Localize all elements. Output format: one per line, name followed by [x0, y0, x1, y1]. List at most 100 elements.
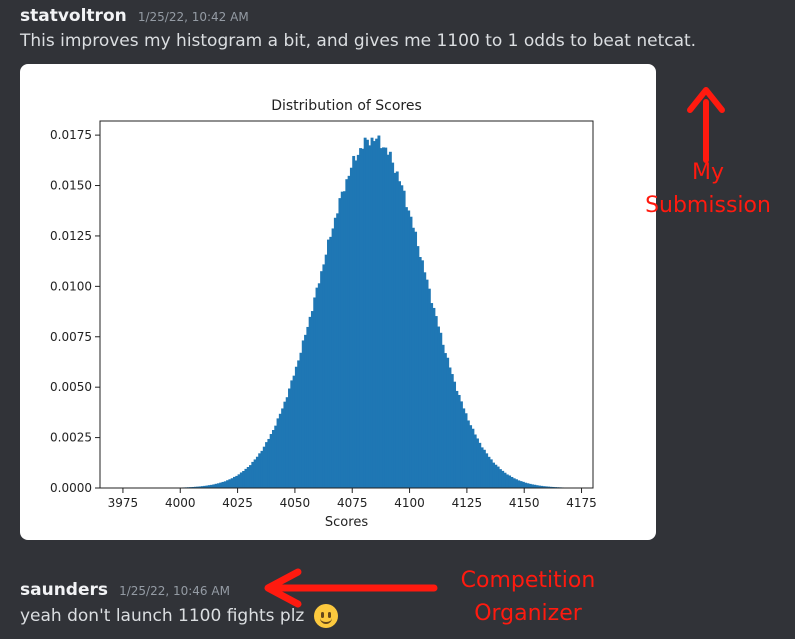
- x-axis: 3975 4000 4025 4050 4075 4100 4125 4150 4175: [108, 488, 597, 510]
- histogram-bar: [439, 332, 443, 488]
- histogram-bar: [191, 486, 195, 488]
- histogram-bar: [547, 486, 551, 488]
- histogram-bar: [503, 472, 507, 488]
- timestamp[interactable]: 1/25/22, 10:42 AM: [137, 10, 249, 24]
- histogram-bar: [501, 470, 505, 488]
- histogram-bar: [469, 425, 473, 488]
- y-axis: 0.0000 0.0025 0.0050 0.0075 0.0100 0.0125 0.01…: [50, 128, 100, 495]
- y-tick-label: 0.0125: [50, 229, 92, 243]
- histogram-bar: [352, 155, 356, 488]
- histogram-bar: [242, 470, 246, 488]
- histogram-bar: [418, 257, 422, 488]
- histogram-bar: [253, 459, 257, 488]
- y-tick-label: 0.0025: [50, 431, 92, 445]
- histogram-bar: [498, 469, 502, 488]
- histogram-bar: [262, 446, 266, 488]
- histogram-bar: [425, 279, 429, 488]
- histogram-bar: [540, 485, 544, 488]
- histogram-bar: [235, 475, 239, 488]
- histogram-bar: [338, 198, 342, 488]
- histogram-bar: [320, 271, 324, 488]
- histogram-bar: [382, 147, 385, 488]
- histogram-bar: [519, 481, 523, 488]
- histogram-bar: [308, 316, 312, 488]
- histogram-bar: [365, 139, 369, 488]
- histogram-bar: [434, 316, 438, 488]
- annotation-line: Submission: [645, 193, 771, 218]
- histogram-bar: [285, 397, 289, 488]
- histogram-bar: [210, 484, 213, 488]
- histogram-bar: [489, 459, 493, 488]
- x-tick-label: 4175: [566, 496, 597, 510]
- histogram-bar: [482, 449, 486, 488]
- x-axis-label: Scores: [325, 515, 368, 530]
- histogram-bar: [512, 478, 516, 488]
- histogram-bar: [400, 185, 404, 488]
- histogram-bar: [251, 461, 255, 488]
- histogram-bar: [443, 353, 447, 488]
- histogram-bar: [476, 438, 479, 488]
- histogram-bar: [457, 394, 461, 488]
- histogram-bar: [453, 381, 457, 488]
- message-text-row: yeah don't launch 1100 fights plz: [20, 604, 338, 628]
- histogram-bar: [531, 484, 534, 488]
- histogram-bar: [212, 484, 216, 488]
- histogram-bar: [299, 352, 303, 488]
- username[interactable]: saunders: [20, 580, 108, 600]
- histogram-bar: [524, 482, 528, 488]
- timestamp[interactable]: 1/25/22, 10:46 AM: [119, 584, 230, 598]
- histogram-bar: [372, 141, 376, 488]
- x-tick-label: 4075: [337, 496, 368, 510]
- histogram-bar: [281, 408, 285, 488]
- histogram-bar: [200, 486, 204, 488]
- x-tick-label: 3975: [108, 496, 139, 510]
- y-tick-label: 0.0050: [50, 380, 92, 394]
- histogram-bar: [333, 217, 337, 489]
- message-saunders: saunders 1/25/22, 10:46 AM yeah don't la…: [20, 580, 338, 628]
- histogram-bar: [487, 456, 491, 488]
- histogram-bar: [448, 367, 452, 488]
- histogram-bar: [265, 442, 268, 488]
- x-tick-label: 4050: [280, 496, 311, 510]
- slightly-smiling-face-icon[interactable]: [313, 604, 338, 628]
- histogram-bar: [258, 453, 262, 488]
- histogram-bar: [515, 479, 518, 488]
- histogram-bar: [368, 145, 372, 488]
- histogram-bar: [496, 466, 500, 488]
- annotation-line: My: [691, 160, 724, 185]
- plot-frame: [99, 120, 594, 489]
- histogram-bar: [528, 483, 532, 488]
- histogram-bar: [551, 486, 555, 488]
- histogram-bar: [359, 148, 363, 488]
- histogram-bar: [196, 486, 200, 488]
- histogram-bar: [535, 485, 539, 488]
- histogram-bar: [205, 485, 209, 488]
- histogram-bar: [521, 481, 525, 488]
- histogram-attachment[interactable]: 0.0000 0.0025 0.0050 0.0075 0.0100 0.0125 0.01…: [20, 64, 656, 540]
- histogram-bar: [343, 191, 346, 489]
- histogram-bar: [391, 162, 395, 488]
- histogram-bar: [395, 171, 399, 488]
- histogram-bar: [329, 236, 333, 488]
- histogram-bar: [317, 283, 321, 488]
- histogram-bar: [226, 480, 230, 488]
- histogram-bar: [221, 481, 225, 488]
- histogram-bar: [471, 428, 475, 488]
- histogram-bar: [304, 334, 307, 488]
- histogram-bar: [446, 357, 450, 488]
- y-tick-label: 0.0150: [50, 179, 92, 193]
- histogram-bar: [441, 344, 445, 488]
- histogram-bar: [455, 390, 459, 488]
- histogram-chart: 0.0000 0.0025 0.0050 0.0075 0.0100 0.0125 0.01…: [50, 98, 597, 530]
- histogram-bar: [356, 154, 360, 488]
- message-statvoltron: statvoltron 1/25/22, 10:42 AM This impro…: [20, 6, 696, 52]
- username[interactable]: statvoltron: [20, 6, 127, 26]
- histogram-bar: [363, 137, 367, 488]
- histogram-bar: [544, 486, 548, 488]
- histogram-bar: [214, 483, 218, 488]
- histogram-bar: [267, 438, 271, 488]
- histogram-bar: [294, 366, 298, 488]
- histogram-bar: [430, 303, 434, 488]
- histogram-bar: [508, 475, 512, 488]
- y-tick-label: 0.0100: [50, 279, 92, 293]
